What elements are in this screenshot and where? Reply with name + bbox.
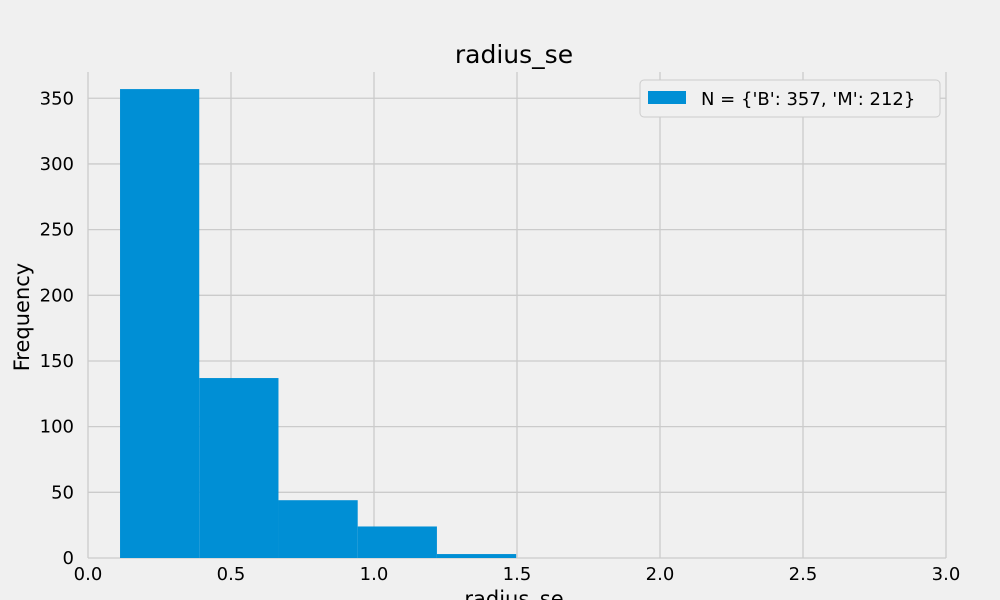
grid — [87, 72, 947, 559]
y-tick-label: 250 — [40, 220, 74, 241]
histogram-bar — [120, 89, 200, 558]
y-tick-label: 100 — [40, 417, 74, 438]
y-tick-label: 300 — [40, 154, 74, 175]
y-tick-label: 0 — [63, 548, 74, 569]
legend-swatch — [648, 91, 686, 104]
x-tick-label: 0.5 — [217, 564, 246, 585]
x-tick-label: 0.0 — [74, 564, 103, 585]
histogram-bar — [357, 526, 437, 558]
y-tick-label: 350 — [40, 88, 74, 109]
histogram-bar — [278, 500, 358, 558]
legend-label: N = {'B': 357, 'M': 212} — [701, 89, 915, 110]
y-tick-label: 200 — [40, 285, 74, 306]
y-tick-label: 150 — [40, 351, 74, 372]
legend-box — [639, 79, 941, 118]
x-tick-label: 3.0 — [932, 564, 961, 585]
x-tick-label: 1.5 — [503, 564, 532, 585]
histogram-bar — [436, 554, 517, 558]
legend: N = {'B': 357, 'M': 212} — [639, 79, 941, 118]
y-tick-label: 50 — [51, 482, 74, 503]
bars — [120, 89, 517, 558]
chart-title: radius_se — [455, 40, 573, 69]
y-axis-label: Frequency — [10, 263, 34, 372]
x-tick-label: 2.5 — [789, 564, 818, 585]
ticks: 0.0 0.5 1.0 1.5 2.0 2.5 3.0 0 50 100 150 200 250 300 3… — [40, 88, 961, 585]
x-axis-label: radius_se — [464, 587, 563, 600]
histogram-bar — [199, 378, 279, 558]
x-tick-label: 2.0 — [646, 564, 675, 585]
x-tick-label: 1.0 — [360, 564, 389, 585]
